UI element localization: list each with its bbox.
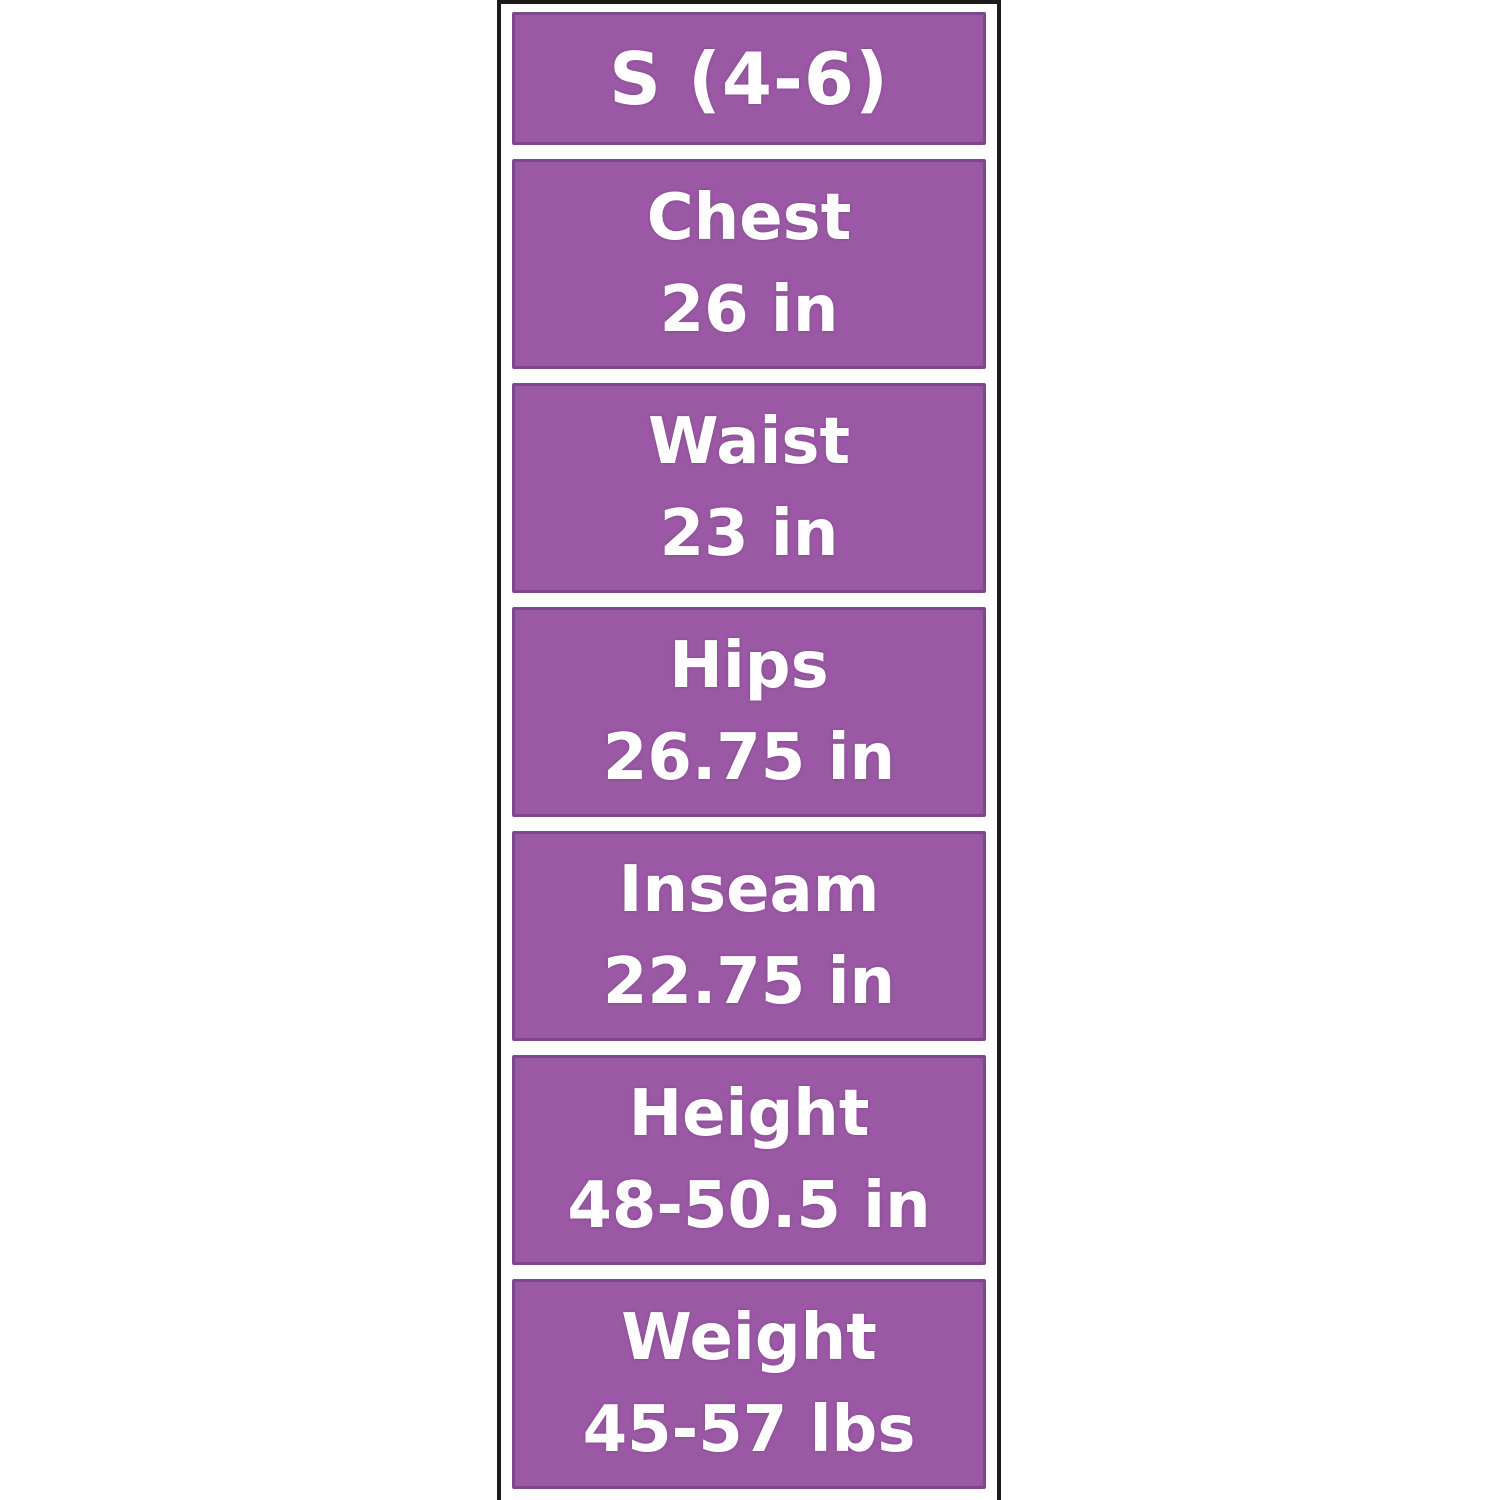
measurement-label: Waist (647, 405, 851, 479)
measurement-label: Height (628, 1077, 870, 1151)
measurement-value: 26.75 in (602, 721, 896, 795)
measurement-cell-hips: Hips 26.75 in (512, 607, 986, 817)
measurement-cell-height: Height 48-50.5 in (512, 1055, 986, 1265)
measurement-label: Weight (621, 1301, 877, 1375)
measurement-cell-waist: Waist 23 in (512, 383, 986, 593)
measurement-value: 45-57 lbs (582, 1393, 916, 1467)
measurement-value: 48-50.5 in (567, 1169, 931, 1243)
measurement-label: Chest (646, 181, 852, 255)
measurement-label: Inseam (618, 853, 880, 927)
measurement-cell-chest: Chest 26 in (512, 159, 986, 369)
measurement-value: 22.75 in (602, 945, 896, 1019)
measurement-label: Hips (669, 629, 829, 703)
size-chart-column: S (4-6) Chest 26 in Waist 23 in Hips 26.… (497, 0, 1001, 1500)
measurement-cell-inseam: Inseam 22.75 in (512, 831, 986, 1041)
measurement-value: 26 in (659, 273, 839, 347)
size-header-cell: S (4-6) (512, 12, 986, 145)
measurement-cell-weight: Weight 45-57 lbs (512, 1279, 986, 1489)
size-header-label: S (4-6) (609, 36, 889, 121)
measurement-value: 23 in (659, 497, 839, 571)
